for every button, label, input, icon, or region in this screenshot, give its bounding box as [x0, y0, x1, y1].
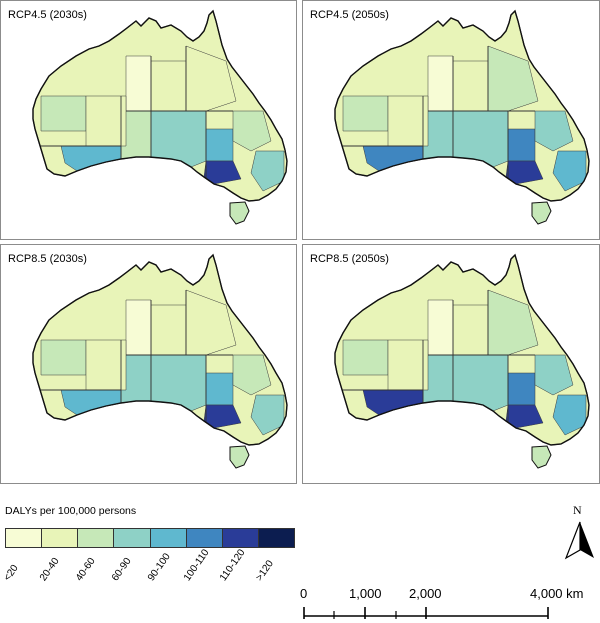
legend-label: <20: [1, 563, 21, 584]
scale-bar: [303, 607, 549, 619]
map-panel-rcp85-2030s: RCP8.5 (2030s): [0, 244, 297, 484]
legend-title: DALYs per 100,000 persons: [5, 505, 137, 517]
map-region: [452, 60, 489, 112]
legend-box: [78, 529, 115, 547]
map-region: [505, 160, 544, 185]
map-region: [203, 160, 242, 185]
legend-label: 20-40: [37, 555, 62, 584]
map-region: [452, 304, 489, 356]
legend-color-ramp: [5, 528, 295, 548]
region-group: [33, 45, 285, 192]
map-region: [531, 445, 552, 469]
map-region: [452, 354, 509, 412]
legend-label: 60-90: [109, 555, 134, 584]
map-region: [150, 110, 207, 168]
map-region: [185, 45, 237, 112]
map-region: [40, 339, 87, 376]
map-region: [125, 299, 152, 356]
map-region: [334, 9, 590, 202]
legend-box: [150, 529, 187, 547]
legend-label: 110-120: [217, 547, 248, 584]
panel-title: RCP8.5 (2030s): [8, 253, 87, 265]
map-region: [487, 289, 539, 356]
legend-label: >120: [253, 558, 276, 584]
map-panel-rcp45-2050s: RCP4.5 (2050s): [302, 0, 600, 240]
legend-box: [42, 529, 79, 547]
legend-box: [258, 529, 294, 547]
north-arrow-icon: [564, 521, 594, 560]
map-region: [232, 354, 272, 396]
map-region: [85, 95, 127, 147]
north-label: N: [573, 503, 582, 517]
panel-title: RCP8.5 (2050s): [310, 253, 389, 265]
legend-box: [6, 529, 43, 547]
map-region: [534, 354, 574, 396]
australia-map: [334, 253, 590, 469]
map-region: [552, 394, 587, 436]
map-region: [250, 394, 285, 436]
map-region: [342, 95, 389, 132]
australia-map: [32, 9, 288, 225]
legend-box: [222, 529, 259, 547]
map-region: [150, 354, 207, 412]
map-region: [387, 339, 429, 391]
map-region: [150, 60, 187, 112]
region-group: [335, 289, 587, 436]
map-region: [452, 110, 509, 168]
map-region: [185, 289, 237, 356]
map-region: [427, 55, 454, 112]
map-panel-rcp85-2050s: RCP8.5 (2050s): [302, 244, 600, 484]
legend-label: 40-60: [73, 555, 98, 584]
map-region: [531, 201, 552, 225]
scale-tick-label: 2,000: [409, 586, 442, 601]
map-region: [552, 150, 587, 192]
panel-title: RCP4.5 (2030s): [8, 9, 87, 21]
australia-map: [32, 253, 288, 469]
map-region: [229, 445, 250, 469]
map-region: [487, 45, 539, 112]
map-region: [387, 95, 429, 147]
map-region: [205, 128, 234, 162]
map-region: [427, 299, 454, 356]
map-region: [342, 339, 389, 376]
scale-tick-label: 4,000 km: [530, 586, 584, 601]
map-region: [505, 404, 544, 429]
legend-box: [186, 529, 223, 547]
map-panel-rcp45-2030s: RCP4.5 (2030s): [0, 0, 297, 240]
region-group: [335, 45, 587, 192]
map-region: [125, 55, 152, 112]
map-region: [250, 150, 285, 192]
map-region: [334, 253, 590, 446]
map-region: [32, 9, 288, 202]
map-region: [229, 201, 250, 225]
map-region: [507, 128, 536, 162]
map-region: [32, 253, 288, 446]
map-region: [534, 110, 574, 152]
legend-label: 100-110: [181, 547, 212, 584]
map-region: [507, 372, 536, 406]
map-region: [205, 372, 234, 406]
legend-box: [114, 529, 151, 547]
region-group: [33, 289, 285, 436]
map-region: [40, 95, 87, 132]
australia-map: [334, 9, 590, 225]
map-region: [85, 339, 127, 391]
map-region: [150, 304, 187, 356]
map-region: [203, 404, 242, 429]
legend-label: 90-100: [145, 551, 173, 584]
scale-tick-label: 0: [300, 586, 308, 601]
scale-tick-label: 1,000: [349, 586, 382, 601]
map-region: [232, 110, 272, 152]
panel-title: RCP4.5 (2050s): [310, 9, 389, 21]
